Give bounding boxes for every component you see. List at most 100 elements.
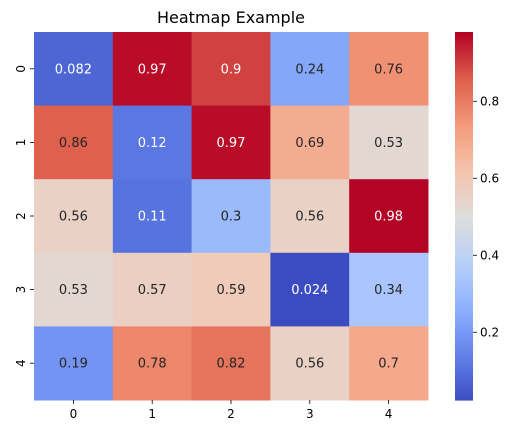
colorbar-segment xyxy=(455,41,473,45)
colorbar-segment xyxy=(455,317,473,321)
colorbar-segment xyxy=(455,262,473,266)
colorbar-segment xyxy=(455,173,473,177)
colorbar-segment xyxy=(455,120,473,125)
y-tick-label: 3 xyxy=(14,286,28,294)
colorbar-segment xyxy=(455,170,473,174)
colorbar-segment xyxy=(455,59,473,64)
colorbar-segment xyxy=(455,90,473,94)
colorbar-segment xyxy=(455,32,473,36)
heatmap-cell xyxy=(191,32,271,107)
colorbar-segment xyxy=(455,197,473,202)
cell-value-label: 0.82 xyxy=(217,357,246,372)
cell-value-label: 0.3 xyxy=(221,210,242,225)
colorbar-segment xyxy=(455,369,473,373)
colorbar-segment xyxy=(455,338,473,343)
chart-title: Heatmap Example xyxy=(157,8,305,27)
colorbar-segment xyxy=(455,286,473,291)
colorbar-segment xyxy=(455,378,473,383)
colorbar-segment xyxy=(455,381,473,386)
colorbar-segment xyxy=(455,265,473,269)
colorbar-segment xyxy=(455,314,473,318)
colorbar-segment xyxy=(455,393,473,398)
colorbar-segment xyxy=(455,283,473,288)
heatmap-cell xyxy=(270,179,350,254)
colorbar-segment xyxy=(455,114,473,119)
y-tick-label: 2 xyxy=(14,212,28,220)
x-tick-label: 3 xyxy=(306,407,314,421)
heatmap-cell xyxy=(270,252,350,327)
colorbar-segment xyxy=(455,117,473,122)
cell-value-label: 0.19 xyxy=(59,357,88,372)
colorbar-segment xyxy=(455,384,473,389)
heatmap-cell xyxy=(270,32,350,107)
colorbar-segment xyxy=(455,258,473,263)
colorbar-segment xyxy=(455,274,473,278)
colorbar-segment xyxy=(455,191,473,196)
cell-value-label: 0.59 xyxy=(217,283,246,298)
colorbar-segment xyxy=(455,35,473,39)
heatmap-cell xyxy=(34,105,114,180)
heatmap-cell xyxy=(349,179,429,254)
colorbar-segment xyxy=(455,332,473,337)
cell-value-label: 0.53 xyxy=(374,136,403,151)
colorbar-segment xyxy=(455,243,473,248)
colorbar-segment xyxy=(455,237,473,242)
cell-value-label: 0.7 xyxy=(378,357,399,372)
colorbar-segment xyxy=(455,111,473,116)
cell-value-label: 0.76 xyxy=(374,62,403,77)
cell-value-label: 0.97 xyxy=(217,136,246,151)
colorbar-segment xyxy=(455,252,473,257)
colorbar-segment xyxy=(455,347,473,352)
cell-value-label: 0.56 xyxy=(295,210,324,225)
colorbar-tick-label: 0.2 xyxy=(480,325,499,339)
colorbar-segment xyxy=(455,151,473,156)
colorbar-segment xyxy=(455,209,473,214)
heatmap-cell xyxy=(349,105,429,180)
colorbar-segment xyxy=(455,96,473,101)
heatmap-cell xyxy=(349,326,429,401)
heatmap-cell xyxy=(270,326,350,401)
colorbar-segment xyxy=(455,366,473,370)
colorbar-segment xyxy=(455,142,473,147)
colorbar-segment xyxy=(455,87,473,91)
colorbar-segment xyxy=(455,56,473,61)
colorbar-tick-label: 0.4 xyxy=(480,248,499,262)
x-tick-label: 4 xyxy=(385,407,393,421)
colorbar-segment xyxy=(455,277,473,281)
colorbar-tick-label: 0.6 xyxy=(480,171,499,185)
colorbar-segment xyxy=(455,44,473,48)
colorbar-segment xyxy=(455,78,473,82)
colorbar-segment xyxy=(455,255,473,260)
heatmap-cell xyxy=(270,105,350,180)
colorbar-segment xyxy=(455,304,473,309)
colorbar-segment xyxy=(455,163,473,168)
heatmap-cell xyxy=(191,105,271,180)
heatmap-cell xyxy=(349,32,429,107)
colorbar-segment xyxy=(455,148,473,153)
colorbar-segment xyxy=(455,329,473,334)
colorbar-segment xyxy=(455,68,473,73)
colorbar-segment xyxy=(455,200,473,205)
cell-value-label: 0.024 xyxy=(291,283,328,298)
colorbar-segment xyxy=(455,326,473,331)
colorbar-segment xyxy=(455,295,473,300)
cell-value-label: 0.97 xyxy=(138,62,167,77)
colorbar-segment xyxy=(455,390,473,395)
colorbar-segment xyxy=(455,249,473,254)
colorbar-segment xyxy=(455,323,473,327)
colorbar-segment xyxy=(455,185,473,189)
colorbar-segment xyxy=(455,219,473,223)
y-tick-label: 1 xyxy=(14,139,28,147)
cell-value-label: 0.56 xyxy=(59,210,88,225)
colorbar-segment xyxy=(455,139,473,143)
colorbar-segment xyxy=(455,93,473,97)
heatmap-cell xyxy=(34,252,114,327)
colorbar-segment xyxy=(455,47,473,51)
colorbar-segment xyxy=(455,127,473,131)
cell-value-label: 0.9 xyxy=(221,62,242,77)
cell-value-label: 0.98 xyxy=(374,210,403,225)
heatmap-cell xyxy=(191,252,271,327)
colorbar-segment xyxy=(455,53,473,58)
cell-value-label: 0.34 xyxy=(374,283,403,298)
